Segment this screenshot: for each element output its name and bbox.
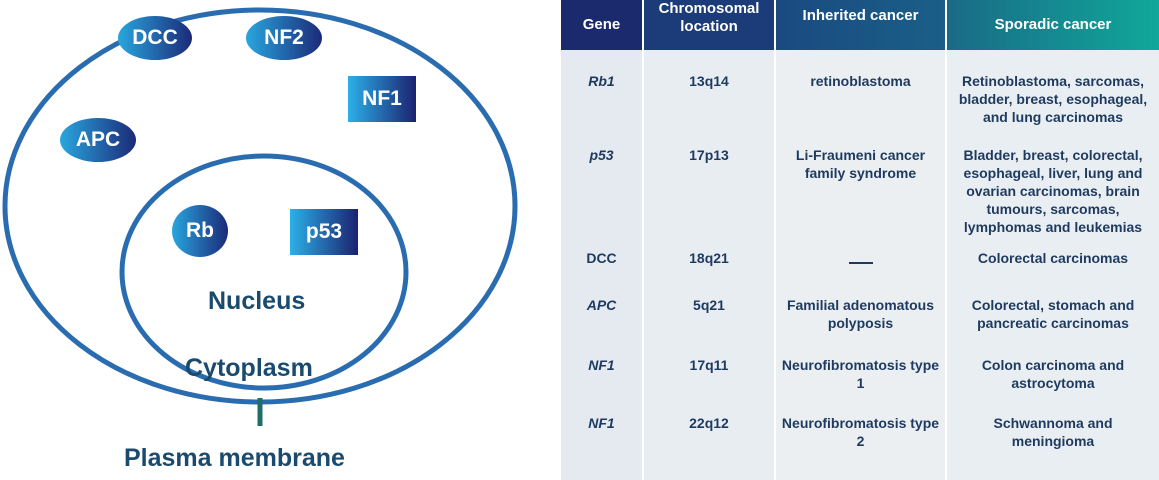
- cell-diagram: [2, 7, 518, 426]
- plasma-membrane-outline: [2, 7, 518, 405]
- nucleus-label: Nucleus: [208, 287, 306, 315]
- gene-cell: Rb1: [561, 50, 644, 127]
- inherited-cell: Familial adenomatous polyposis: [775, 286, 947, 346]
- header-chromosomal-location: Chromosomal location: [643, 0, 776, 50]
- nf1-label: NF1: [362, 87, 402, 110]
- gene-cell: NF1: [561, 346, 644, 402]
- nf2-protein: NF2: [246, 16, 322, 60]
- inherited-cell: retinoblastoma: [775, 50, 947, 127]
- apc-label: APC: [75, 128, 121, 151]
- rb-protein: Rb: [172, 205, 228, 257]
- sporadic-cell: Colon carcinoma and astrocytoma: [946, 346, 1159, 402]
- location-cell: 17p13: [643, 127, 776, 237]
- table-row: NF1 22q12 Neurofibromatosis type 2 Schwa…: [561, 402, 1159, 480]
- apc-protein: APC: [60, 118, 136, 162]
- sporadic-cell: Colorectal, stomach and pancreatic carci…: [946, 286, 1159, 346]
- inherited-cell: Li-Fraumeni cancer family syndrome: [775, 127, 947, 237]
- dcc-protein: DCC: [118, 16, 192, 60]
- p53-label: p53: [305, 220, 343, 243]
- p53-protein: p53: [290, 209, 358, 255]
- location-cell: 13q14: [643, 50, 776, 127]
- inherited-cell: [775, 237, 947, 286]
- sporadic-cell: Colorectal carcinomas: [946, 237, 1159, 286]
- header-gene: Gene: [561, 0, 644, 50]
- no-inherited-dash: [848, 262, 873, 265]
- table-row: DCC 18q21 Colorectal carcinomas: [561, 237, 1159, 286]
- nuclear-membrane-outline: [119, 153, 409, 391]
- table-header-row: Gene Chromosomal location Inherited canc…: [561, 0, 1159, 50]
- gene-cell: DCC: [561, 237, 644, 286]
- nf1-protein: NF1: [348, 76, 416, 122]
- sporadic-cell: Schwannoma and meningioma: [946, 402, 1159, 480]
- table-row: NF1 17q11 Neurofibromatosis type 1 Colon…: [561, 346, 1159, 402]
- sporadic-cell: Bladder, breast, colorectal, esophageal,…: [946, 127, 1159, 237]
- location-cell: 5q21: [643, 286, 776, 346]
- table-row: p53 17p13 Li-Fraumeni cancer family synd…: [561, 127, 1159, 237]
- rb-label: Rb: [186, 219, 214, 242]
- header-sporadic-cancer: Sporadic cancer: [946, 0, 1159, 50]
- sporadic-cell: Retinoblastoma, sarcomas, bladder, breas…: [946, 50, 1159, 127]
- dcc-label: DCC: [132, 26, 178, 49]
- nf2-label: NF2: [264, 26, 304, 49]
- tumor-suppressor-table: Gene Chromosomal location Inherited canc…: [561, 0, 1159, 480]
- header-inherited-cancer: Inherited cancer: [775, 0, 947, 50]
- location-cell: 22q12: [643, 402, 776, 480]
- table-row: Rb1 13q14 retinoblastoma Retinoblastoma,…: [561, 50, 1159, 127]
- plasma-membrane-label: Plasma membrane: [124, 444, 345, 472]
- inherited-cell: Neurofibromatosis type 2: [775, 402, 947, 480]
- location-cell: 17q11: [643, 346, 776, 402]
- gene-cell: APC: [561, 286, 644, 346]
- cytoplasm-label: Cytoplasm: [185, 354, 313, 382]
- table-row: APC 5q21 Familial adenomatous polyposis …: [561, 286, 1159, 346]
- inherited-cell: Neurofibromatosis type 1: [775, 346, 947, 402]
- gene-cell: NF1: [561, 402, 644, 480]
- location-cell: 18q21: [643, 237, 776, 286]
- gene-cell: p53: [561, 127, 644, 237]
